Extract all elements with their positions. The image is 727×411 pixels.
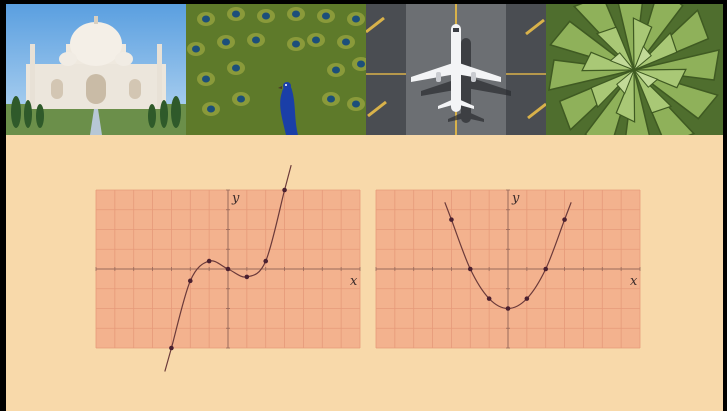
photo-taj-mahal: [6, 4, 186, 135]
y-axis-label: y: [511, 191, 520, 206]
data-point: [449, 217, 454, 222]
x-axis-label: x: [350, 274, 358, 289]
data-point: [562, 217, 567, 222]
data-point: [467, 266, 473, 272]
photo-strip: [6, 4, 723, 135]
data-point: [206, 258, 212, 264]
graph-parabola: xy: [375, 189, 641, 349]
data-point: [505, 306, 511, 311]
data-point: [244, 274, 250, 280]
photo-airplane: [366, 4, 546, 135]
data-point: [486, 296, 492, 301]
x-axis-label: x: [630, 274, 638, 289]
data-point: [524, 296, 530, 301]
y-axis-label: y: [231, 191, 240, 206]
data-point: [543, 266, 549, 272]
data-point: [225, 266, 231, 272]
data-point: [263, 258, 269, 264]
photo-spiral-aloe: [546, 4, 723, 135]
graph-cubic: xy: [95, 164, 361, 372]
data-point: [187, 278, 193, 284]
photo-peacock: [186, 4, 366, 135]
data-point: [282, 187, 287, 193]
data-point: [169, 345, 174, 351]
